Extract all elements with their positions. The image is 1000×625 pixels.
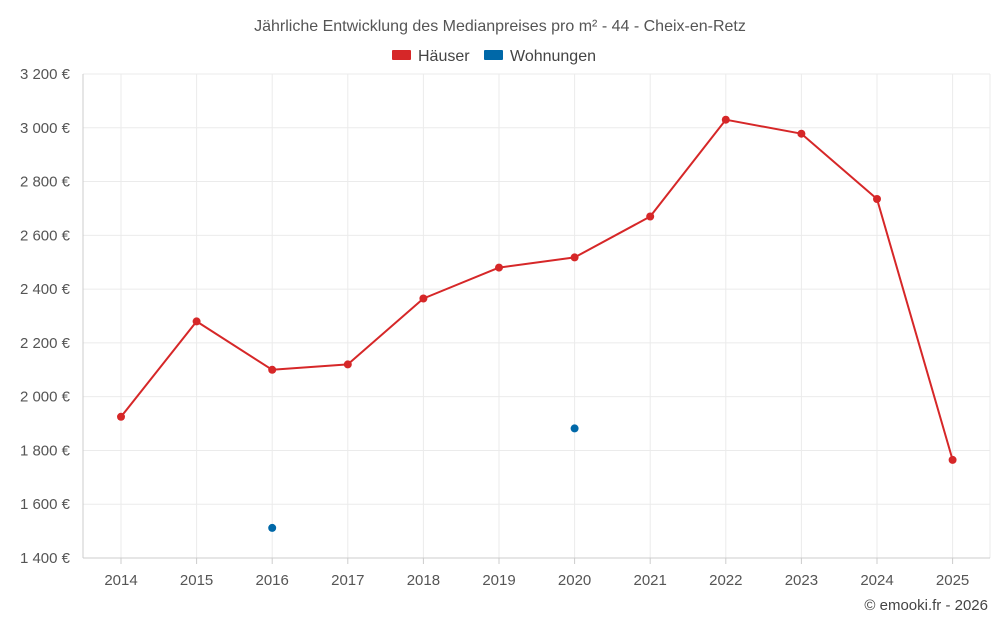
credit-text: © emooki.fr - 2026 [864,597,988,614]
y-tick-label: 2 000 € [20,389,71,406]
legend-swatch-wohnungen [484,50,503,60]
data-point-haeuser[interactable] [873,195,881,203]
data-point-haeuser[interactable] [495,263,503,272]
data-point-haeuser[interactable] [192,317,201,326]
data-point-haeuser[interactable] [343,360,352,369]
chart-title: Jährliche Entwicklung des Medianpreises … [254,18,746,35]
x-tick-label: 2021 [634,572,667,589]
legend-label-haeuser: Häuser [418,48,470,65]
data-point-haeuser[interactable] [268,365,277,374]
legend: Häuser Wohnungen [392,48,596,65]
x-tick-label: 2014 [104,572,137,589]
x-tick-label: 2023 [785,572,818,589]
legend-label-wohnungen: Wohnungen [510,48,596,65]
data-point-haeuser[interactable] [419,294,428,303]
data-point-haeuser[interactable] [721,115,730,124]
y-tick-label: 1 600 € [20,496,71,513]
x-tick-label: 2020 [558,572,591,589]
grid [83,73,991,558]
y-tick-label: 2 800 € [20,174,71,191]
data-point-haeuser[interactable] [570,253,579,262]
x-tick-label: 2016 [256,572,289,589]
data-point-haeuser[interactable] [797,129,806,138]
y-tick-label: 3 000 € [20,120,71,137]
y-tick-label: 3 200 € [20,66,71,83]
y-tick-label: 2 200 € [20,335,71,352]
plot-area [117,115,957,532]
y-tick-label: 2 400 € [20,281,71,298]
legend-item-wohnungen[interactable]: Wohnungen [484,48,596,65]
x-tick-label: 2015 [180,572,213,589]
legend-swatch-haeuser [392,50,411,60]
y-tick-label: 2 600 € [20,227,71,244]
x-tick-label: 2017 [331,572,364,589]
x-tick-label: 2019 [482,572,515,589]
legend-item-haeuser[interactable]: Häuser [392,48,470,65]
x-tick-label: 2024 [860,572,893,589]
data-point-wohnungen[interactable] [268,523,277,532]
axes: 1 400 € 1 600 € 1 800 € 2 000 € 2 200 € 2 400… [20,66,990,589]
data-point-haeuser[interactable] [117,412,125,421]
y-tick-label: 1 400 € [20,550,71,567]
data-point-haeuser[interactable] [948,455,957,464]
x-tick-label: 2025 [936,572,969,589]
x-tick-label: 2022 [709,572,742,589]
y-tick-label: 1 800 € [20,442,71,459]
data-point-wohnungen[interactable] [570,424,579,433]
series-line-haeuser [120,118,954,461]
data-point-haeuser[interactable] [646,212,655,221]
x-tick-label: 2018 [407,572,440,589]
